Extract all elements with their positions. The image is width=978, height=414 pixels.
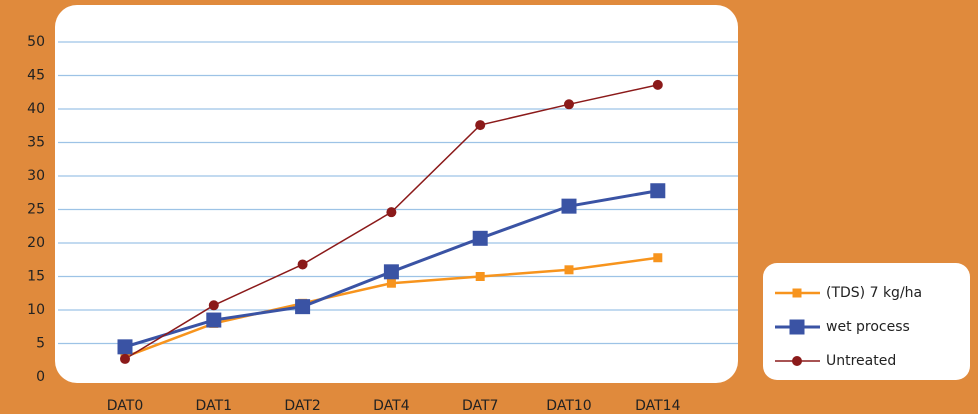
marker <box>789 319 805 335</box>
marker <box>120 353 130 364</box>
x-tick-label: DAT1 <box>196 398 232 414</box>
y-tick-label: 25 <box>27 202 45 218</box>
marker <box>383 264 399 280</box>
marker <box>386 207 397 218</box>
marker <box>475 272 485 281</box>
y-tick-label: 5 <box>36 336 45 352</box>
marker <box>792 288 802 298</box>
plot-panel <box>55 5 738 383</box>
marker <box>206 312 222 328</box>
marker <box>564 99 574 110</box>
marker <box>564 265 574 275</box>
marker <box>386 278 396 288</box>
marker <box>652 79 663 90</box>
y-tick-label: 50 <box>27 34 45 50</box>
legend-label: wet process <box>826 319 910 335</box>
marker <box>653 253 663 263</box>
marker <box>475 120 486 131</box>
marker <box>295 299 311 315</box>
y-tick-label: 30 <box>27 168 45 184</box>
x-tick-label: DAT4 <box>373 398 410 414</box>
x-tick-label: DAT14 <box>635 398 680 414</box>
x-tick-label: DAT10 <box>546 398 591 414</box>
x-tick-label: DAT2 <box>284 398 320 414</box>
y-tick-label: 40 <box>27 101 45 117</box>
legend-label: (TDS) 7 kg/ha <box>826 285 922 301</box>
x-tick-label: DAT0 <box>107 398 143 414</box>
y-tick-label: 15 <box>27 269 45 285</box>
marker <box>472 230 488 246</box>
marker <box>117 339 133 355</box>
marker <box>297 259 308 270</box>
y-tick-label: 20 <box>27 235 45 251</box>
y-tick-label: 10 <box>27 302 45 318</box>
x-tick-label: DAT7 <box>462 398 498 414</box>
legend-label: Untreated <box>826 353 896 369</box>
marker <box>792 356 802 366</box>
y-tick-label: 0 <box>36 369 45 385</box>
marker <box>561 198 577 214</box>
marker <box>650 183 666 199</box>
y-tick-label: 45 <box>27 68 45 84</box>
marker <box>208 300 219 311</box>
y-tick-label: 35 <box>27 135 45 151</box>
